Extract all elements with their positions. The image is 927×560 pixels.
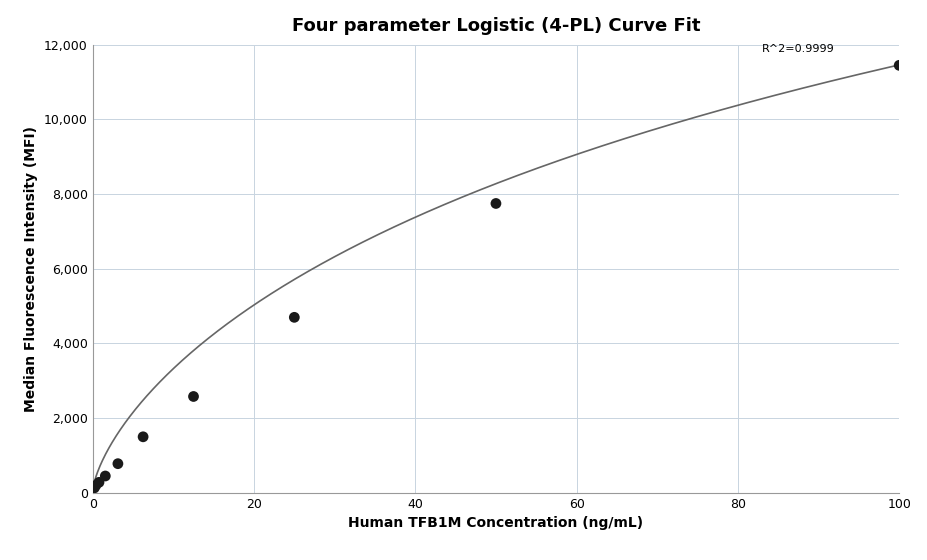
Point	[892, 61, 907, 70]
Title: Four parameter Logistic (4-PL) Curve Fit: Four parameter Logistic (4-PL) Curve Fit	[292, 17, 700, 35]
Point	[489, 199, 503, 208]
Point	[110, 459, 125, 468]
Point	[135, 432, 150, 441]
Point	[92, 478, 107, 487]
Point	[88, 481, 103, 490]
Point	[186, 392, 201, 401]
Text: R^2=0.9999: R^2=0.9999	[762, 44, 835, 54]
X-axis label: Human TFB1M Concentration (ng/mL): Human TFB1M Concentration (ng/mL)	[349, 516, 643, 530]
Point	[87, 483, 102, 492]
Y-axis label: Median Fluorescence Intensity (MFI): Median Fluorescence Intensity (MFI)	[24, 126, 38, 412]
Point	[98, 472, 113, 480]
Point	[286, 313, 301, 322]
